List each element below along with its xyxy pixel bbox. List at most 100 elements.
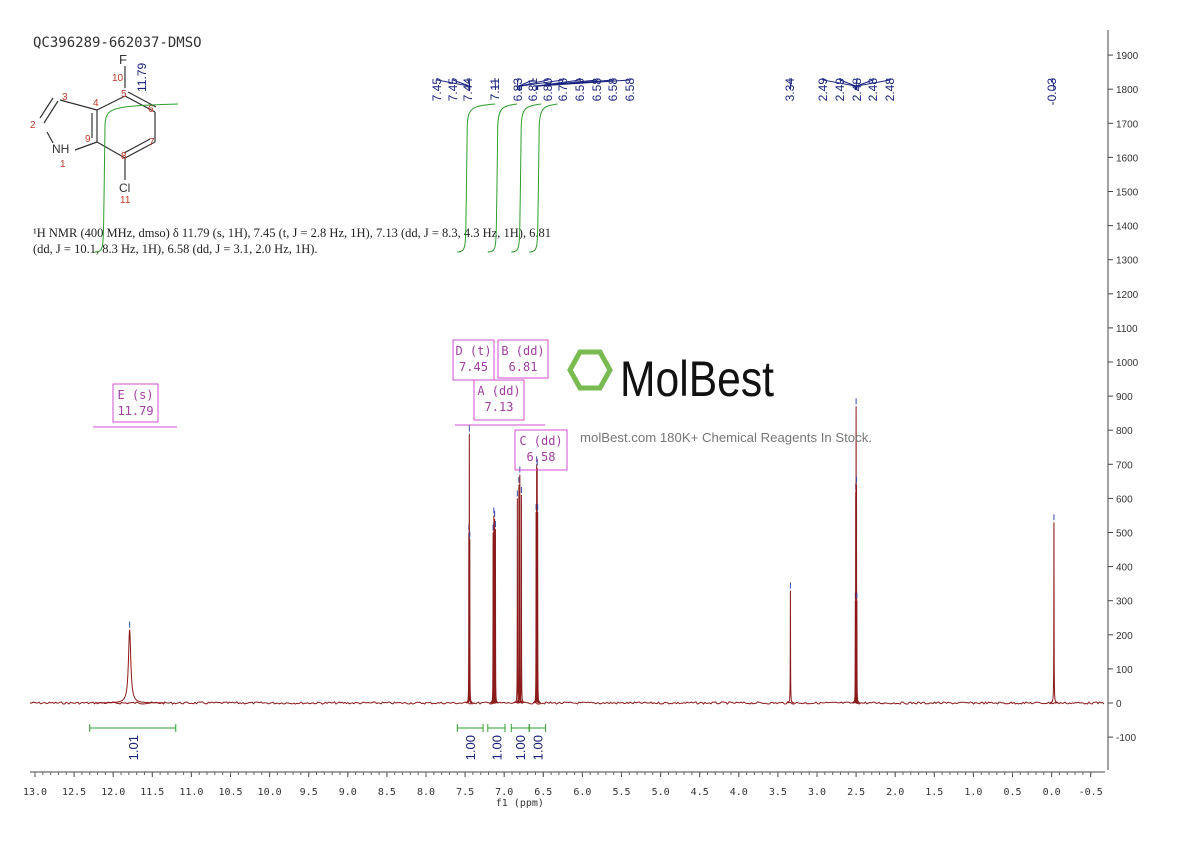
atom-cl-label: Cl — [119, 181, 130, 195]
x-tick-label: 8.5 — [378, 787, 396, 798]
multiplet-label: B (dd) — [501, 344, 544, 358]
peak-label: 6.58 — [606, 78, 620, 102]
integral-value: 1.00 — [463, 735, 478, 760]
multiplet-box — [112, 383, 159, 423]
molbest-watermark: MolBest molBest.com 180K+ Chemical Reage… — [567, 349, 872, 445]
atom-f-label: F — [119, 52, 127, 67]
spectrum-peak — [466, 539, 473, 704]
y-tick-label: 1600 — [1116, 153, 1139, 164]
peak-label: 7.45 — [430, 78, 444, 102]
integral-curve — [94, 103, 179, 253]
x-tick-label: -0.5 — [1079, 787, 1103, 798]
multiplet-value: 11.79 — [117, 404, 153, 418]
integral-value: 1.00 — [489, 735, 504, 760]
nmr-annotation-line2: (dd, J = 10.1, 8.3 Hz, 1H), 6.58 (dd, J … — [33, 242, 318, 256]
atom-number: 6 — [148, 104, 154, 115]
y-tick-label: 1700 — [1116, 119, 1139, 130]
x-tick-label: 11.5 — [140, 787, 164, 798]
atom-number: 2 — [30, 120, 36, 131]
peak-labels: 7.45 7.45 7.44 7.11 6.83 6.81 6.80 6.78 6.59 6.58… — [430, 78, 1059, 106]
integral-curve — [529, 103, 558, 253]
integral-value: 1.00 — [513, 735, 528, 760]
multiplet-label: E (s) — [117, 388, 153, 402]
peak-label-connector — [537, 78, 631, 90]
spectrum-baseline — [29, 701, 1105, 705]
watermark-brand: MolBest — [620, 351, 774, 407]
x-tick-label: 6.5 — [534, 787, 552, 798]
x-tick-label: 12.0 — [101, 787, 125, 798]
peak-label: 2.48 — [883, 78, 897, 102]
peak-label-connector — [467, 78, 471, 90]
multiplet-box — [473, 379, 525, 421]
x-tick-label: 9.5 — [300, 787, 318, 798]
x-tick-label: 1.0 — [964, 787, 982, 798]
x-tick-label: 0.0 — [1043, 787, 1061, 798]
y-tick-label: 1200 — [1116, 290, 1139, 301]
multiplet-box — [497, 339, 549, 379]
spectrum-peak — [492, 529, 499, 704]
x-tick-label: 11.0 — [179, 787, 203, 798]
watermark-tagline: molBest.com 180K+ Chemical Reagents In S… — [580, 430, 872, 445]
peak-label: -0.03 — [1045, 78, 1059, 106]
peak-label: 6.58 — [623, 78, 637, 102]
x-tick-label: 8.0 — [417, 787, 435, 798]
y-tick-label: 500 — [1116, 529, 1133, 540]
x-tick-label: 4.5 — [691, 787, 709, 798]
spectrum — [29, 398, 1105, 705]
peak-label: 7.45 — [446, 78, 460, 102]
peak-label-connector — [1051, 78, 1055, 90]
nmr-annotation-line1: ¹H NMR (400 MHz, dmso) δ 11.79 (s, 1H), … — [33, 226, 551, 240]
y-tick-label: 100 — [1116, 665, 1133, 676]
y-tick-label: -100 — [1116, 733, 1136, 744]
atom-number: 10 — [112, 73, 124, 84]
integral-value: 1.00 — [530, 735, 545, 760]
axes: 13.0 12.5 12.0 11.5 11.0 10.5 10.0 9.5 9.0 8.5 8.0… — [23, 30, 1139, 809]
multiplet-value: 7.13 — [485, 400, 514, 414]
multiplet-label: C (dd) — [519, 434, 562, 448]
y-tick-label: 700 — [1116, 460, 1133, 471]
x-tick-label: 10.0 — [258, 787, 282, 798]
y-tick-label: 400 — [1116, 563, 1133, 574]
spectrum-peak — [94, 629, 165, 704]
x-tick-label: 10.5 — [218, 787, 242, 798]
multiplet-label: A (dd) — [477, 384, 520, 398]
y-tick-label: 200 — [1116, 631, 1133, 642]
x-tick-label: 3.5 — [769, 787, 787, 798]
x-tick-label: 13.0 — [23, 787, 47, 798]
x-tick-label: 7.0 — [495, 787, 513, 798]
integral-value: 1.01 — [126, 735, 141, 760]
spectrum-peak — [516, 474, 523, 704]
integral-curve — [511, 103, 542, 253]
y-tick-label: 1300 — [1116, 256, 1139, 267]
y-tick-label: 1900 — [1116, 51, 1139, 62]
spectrum-peak — [1049, 522, 1058, 704]
peak-label: 7.44 — [461, 78, 475, 102]
y-tick-label: 900 — [1116, 392, 1133, 403]
multiplet-box — [514, 429, 568, 471]
peak-label-connector — [516, 78, 519, 90]
y-tick-label: 1500 — [1116, 188, 1139, 199]
atom-number: 1 — [60, 159, 66, 170]
integral-curve — [487, 103, 518, 253]
peak-label-connector — [518, 78, 534, 90]
molbest-logo-icon — [567, 349, 613, 391]
peak-label: 2.48 — [866, 78, 880, 102]
x-tick-label: 2.5 — [847, 787, 865, 798]
peak-label-connector — [520, 78, 564, 90]
x-tick-label: 7.5 — [456, 787, 474, 798]
x-tick-label: 4.0 — [730, 787, 748, 798]
atom-number: 8 — [121, 151, 127, 162]
spectrum-peak — [518, 494, 525, 704]
x-tick-label: 5.5 — [612, 787, 630, 798]
x-tick-label: 12.5 — [62, 787, 86, 798]
y-tick-label: 1400 — [1116, 222, 1139, 233]
peak-label-connector — [519, 78, 549, 90]
atom-number: 9 — [85, 134, 91, 145]
integrals: 1.01 1.00 1.00 1.00 1.00 — [89, 103, 558, 760]
peak-label: 2.49 — [816, 78, 830, 102]
y-tick-label: 1800 — [1116, 85, 1139, 96]
spectrum-peak — [853, 600, 860, 704]
y-tick-label: 600 — [1116, 494, 1133, 505]
x-tick-label: 9.0 — [339, 787, 357, 798]
